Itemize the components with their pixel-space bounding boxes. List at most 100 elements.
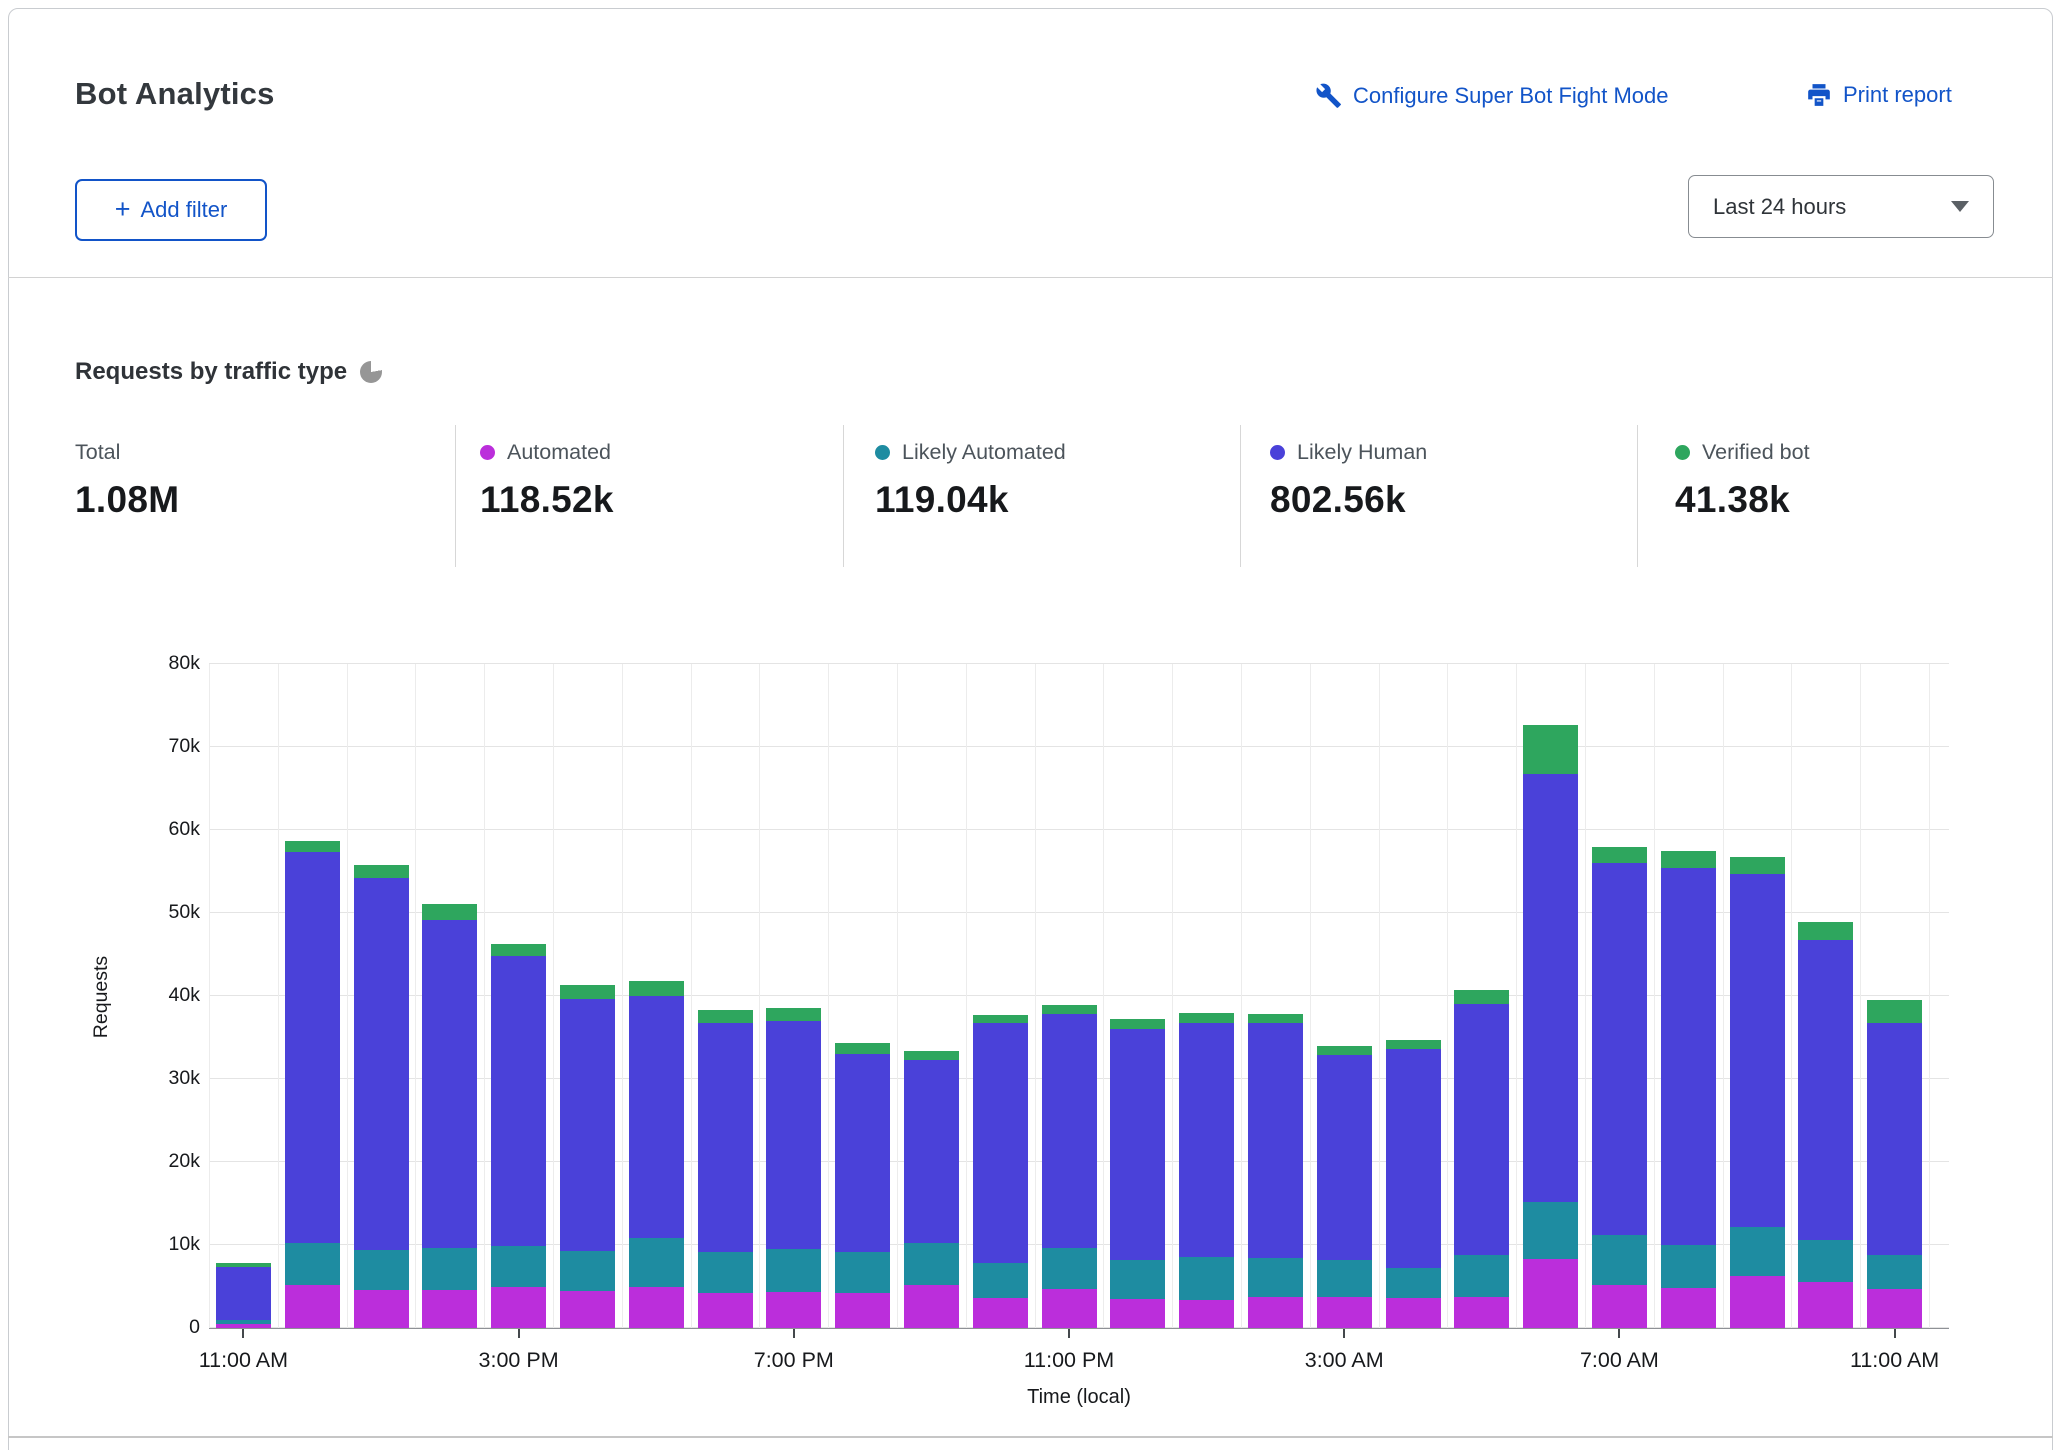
- gridline: [1378, 664, 1380, 1328]
- x-axis-title: Time (local): [1027, 1386, 1131, 1408]
- stat-value: 41.38k: [1675, 479, 1790, 520]
- section-title-text: Requests by traffic type: [75, 358, 348, 385]
- gridline: [1034, 664, 1036, 1328]
- bar-11-00-am[interactable]: [215, 1263, 271, 1328]
- stat-total[interactable]: Total 1.08M: [75, 440, 179, 521]
- segment-automated: [1591, 1284, 1647, 1328]
- bar-9-00-pm[interactable]: [903, 1050, 959, 1328]
- gridline: [690, 664, 692, 1328]
- stat-label: Verified bot: [1675, 440, 1810, 465]
- x-tick-mark: [1618, 1329, 1621, 1338]
- segment-verified-bot: [491, 943, 547, 957]
- stat-label-text: Likely Human: [1297, 440, 1428, 464]
- segment-automated: [835, 1293, 891, 1328]
- segment-verified-bot: [1798, 922, 1854, 940]
- page-title: Bot Analytics: [75, 76, 275, 111]
- bar-4-00-pm[interactable]: [559, 985, 615, 1328]
- stat-label-text: Automated: [507, 440, 611, 464]
- segment-verified-bot: [766, 1007, 822, 1021]
- section-title: Requests by traffic type: [75, 358, 383, 386]
- segment-likely-human: [559, 998, 615, 1251]
- bar-2-00-am[interactable]: [1247, 1013, 1303, 1328]
- bar-8-00-am[interactable]: [1660, 850, 1716, 1328]
- segment-automated: [1867, 1289, 1923, 1328]
- segment-automated: [422, 1289, 478, 1328]
- segment-likely-automated: [972, 1263, 1028, 1299]
- x-tick-mark: [1893, 1329, 1896, 1338]
- segment-verified-bot: [1660, 850, 1716, 869]
- stat-divider: [1240, 425, 1241, 567]
- bar-8-00-pm[interactable]: [835, 1043, 891, 1328]
- stat-likely_human[interactable]: Likely Human 802.56k: [1270, 440, 1427, 521]
- bar-12-00-pm[interactable]: [284, 840, 340, 1328]
- segment-likely-automated: [422, 1248, 478, 1290]
- stat-automated[interactable]: Automated 118.52k: [480, 440, 614, 521]
- bar-12-00-am[interactable]: [1110, 1019, 1166, 1328]
- segment-automated: [1798, 1281, 1854, 1328]
- bar-6-00-am[interactable]: [1523, 724, 1579, 1328]
- segment-likely-human: [697, 1022, 753, 1252]
- segment-verified-bot: [1591, 847, 1647, 864]
- plus-icon: +: [114, 193, 131, 224]
- gridline: [1172, 664, 1174, 1328]
- gridline: [1516, 664, 1518, 1328]
- stat-likely_automated[interactable]: Likely Automated 119.04k: [875, 440, 1066, 521]
- stat-verified_bot[interactable]: Verified bot 41.38k: [1675, 440, 1810, 521]
- gridline: [277, 664, 279, 1328]
- gridline: [209, 829, 1949, 830]
- segment-verified-bot: [284, 840, 340, 852]
- bar-9-00-am[interactable]: [1729, 857, 1785, 1328]
- bar-5-00-am[interactable]: [1454, 990, 1510, 1328]
- x-tick-mark: [517, 1329, 520, 1338]
- bar-7-00-pm[interactable]: [766, 1007, 822, 1328]
- y-tick-label: 60k: [168, 818, 200, 840]
- print-report-link[interactable]: Print report: [1806, 82, 1952, 108]
- segment-likely-human: [353, 878, 409, 1251]
- bar-1-00-pm[interactable]: [353, 864, 409, 1328]
- bar-6-00-pm[interactable]: [697, 1010, 753, 1328]
- segment-likely-automated: [1729, 1226, 1785, 1276]
- gridline: [1241, 664, 1242, 1328]
- segment-verified-bot: [697, 1010, 753, 1023]
- segment-verified-bot: [1454, 990, 1510, 1004]
- segment-likely-automated: [491, 1245, 547, 1288]
- segment-likely-human: [766, 1020, 822, 1250]
- stat-label-text: Total: [75, 440, 121, 464]
- bar-5-00-pm[interactable]: [628, 981, 684, 1328]
- bar-10-00-pm[interactable]: [972, 1015, 1028, 1328]
- stat-label-text: Likely Automated: [902, 440, 1066, 464]
- x-tick-mark: [242, 1329, 245, 1338]
- segment-verified-bot: [972, 1015, 1028, 1024]
- segment-automated: [766, 1291, 822, 1328]
- gridline: [621, 664, 623, 1328]
- bar-10-00-am[interactable]: [1798, 922, 1854, 1328]
- gridline: [209, 995, 1949, 996]
- next-section-divider: [8, 1436, 2053, 1438]
- gridline: [1309, 664, 1311, 1328]
- time-range-value: Last 24 hours: [1713, 193, 1847, 219]
- stat-value: 802.56k: [1270, 479, 1406, 520]
- bar-11-00-am[interactable]: [1867, 1000, 1923, 1328]
- segment-likely-human: [1523, 774, 1579, 1202]
- segment-likely-automated: [284, 1242, 340, 1285]
- bar-3-00-am[interactable]: [1316, 1045, 1372, 1328]
- segment-likely-human: [1867, 1022, 1923, 1255]
- wrench-icon: [1315, 82, 1342, 109]
- pie-chart-icon: [360, 361, 383, 383]
- configure-super-bot-fight-mode-link[interactable]: Configure Super Bot Fight Mode: [1315, 82, 1669, 109]
- bar-4-00-am[interactable]: [1385, 1040, 1441, 1328]
- bar-11-00-pm[interactable]: [1041, 1005, 1097, 1328]
- bar-7-00-am[interactable]: [1591, 847, 1647, 1328]
- gridline: [484, 664, 486, 1328]
- bar-2-00-pm[interactable]: [422, 903, 478, 1328]
- bar-3-00-pm[interactable]: [491, 943, 547, 1328]
- segment-verified-bot: [628, 981, 684, 996]
- segment-automated: [1660, 1288, 1716, 1328]
- y-tick-label: 10k: [168, 1233, 200, 1255]
- time-range-select[interactable]: Last 24 hours: [1688, 175, 1994, 238]
- add-filter-button[interactable]: + Add filter: [75, 179, 267, 241]
- stat-value: 118.52k: [480, 479, 614, 520]
- header-divider: [8, 277, 2053, 278]
- gridline: [209, 663, 1949, 664]
- bar-1-00-am[interactable]: [1179, 1012, 1235, 1328]
